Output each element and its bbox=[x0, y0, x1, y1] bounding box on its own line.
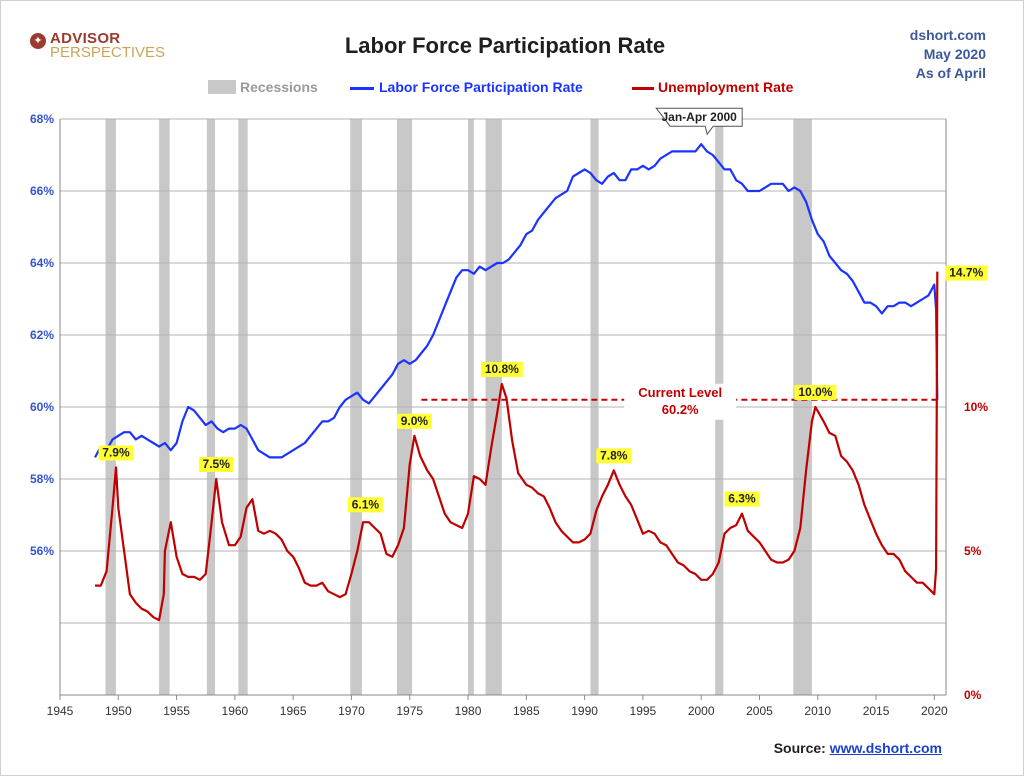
legend-recessions-label: Recessions bbox=[240, 79, 318, 95]
source-date: May 2020 bbox=[923, 46, 986, 62]
peak-callout-box bbox=[655, 107, 743, 136]
x-tick-label: 1965 bbox=[280, 704, 307, 718]
source-box: dshort.com May 2020 As of April bbox=[910, 26, 986, 83]
data-label-bg bbox=[348, 497, 383, 513]
x-tick-label: 1950 bbox=[105, 704, 132, 718]
x-tick-label: 2005 bbox=[746, 704, 773, 718]
x-tick-label: 1975 bbox=[396, 704, 423, 718]
x-tick-label: 2020 bbox=[921, 704, 948, 718]
x-tick-label: 2010 bbox=[804, 704, 831, 718]
data-label: 9.0% bbox=[401, 414, 429, 428]
right-tick-label: 5% bbox=[964, 544, 982, 558]
data-label-bg bbox=[794, 385, 837, 400]
x-tick-label: 1945 bbox=[47, 704, 74, 718]
footer-source: Source: www.dshort.com bbox=[774, 740, 942, 756]
lfpr-series-line bbox=[94, 143, 939, 459]
left-tick-label: 64% bbox=[30, 256, 54, 270]
compass-icon: ✦ bbox=[30, 33, 46, 49]
chart-title: Labor Force Participation Rate bbox=[344, 33, 666, 58]
data-label: 7.8% bbox=[600, 448, 628, 462]
legend-unemployment-swatch bbox=[632, 87, 654, 90]
legend-lfpr-label: Labor Force Participation Rate bbox=[379, 79, 583, 95]
x-tick-label: 1980 bbox=[455, 704, 482, 718]
legend-lfpr-swatch bbox=[350, 87, 374, 90]
footer-source-link[interactable]: www.dshort.com bbox=[829, 740, 942, 756]
data-label-bg bbox=[98, 445, 134, 461]
data-label: 6.1% bbox=[352, 497, 380, 511]
data-label-bg bbox=[945, 265, 988, 281]
legend-recession-swatch bbox=[208, 80, 236, 94]
x-tick-label: 2015 bbox=[863, 704, 890, 718]
data-label-bg bbox=[198, 457, 234, 472]
x-tick-label: 1955 bbox=[163, 704, 190, 718]
left-tick-label: 56% bbox=[30, 544, 54, 558]
data-label: 6.3% bbox=[728, 492, 756, 506]
data-label: 10.0% bbox=[798, 385, 832, 399]
current-level-label-bg bbox=[624, 383, 737, 420]
x-tick-label: 1985 bbox=[513, 704, 540, 718]
current-level-label: Current Level bbox=[638, 385, 722, 400]
left-tick-label: 58% bbox=[30, 472, 54, 486]
x-tick-label: 1960 bbox=[222, 704, 249, 718]
chart-legend: Recessions Labor Force Participation Rat… bbox=[0, 78, 1024, 98]
data-label: 14.7% bbox=[949, 266, 983, 280]
current-level-value: 60.2% bbox=[662, 402, 699, 417]
x-tick-label: 2000 bbox=[688, 704, 715, 718]
data-label: 7.5% bbox=[203, 457, 231, 471]
data-label-bg bbox=[397, 413, 432, 429]
data-label-bg bbox=[724, 491, 760, 507]
logo-text-top: ADVISOR bbox=[50, 30, 121, 47]
source-site: dshort.com bbox=[909, 27, 986, 43]
logo-text-bottom: PERSPECTIVES bbox=[50, 44, 166, 61]
data-label-bg bbox=[480, 361, 523, 377]
x-tick-label: 1990 bbox=[571, 704, 598, 718]
footer-source-label: Source: bbox=[773, 740, 826, 756]
peak-callout-label: Jan-Apr 2000 bbox=[661, 110, 737, 124]
left-tick-label: 68% bbox=[30, 112, 54, 126]
data-label: 10.8% bbox=[485, 362, 519, 376]
left-tick-label: 60% bbox=[30, 400, 54, 414]
x-tick-label: 1970 bbox=[338, 704, 365, 718]
unemployment-series-line bbox=[95, 271, 939, 622]
data-label: 7.9% bbox=[102, 445, 130, 459]
x-tick-label: 1995 bbox=[630, 704, 657, 718]
data-label-bg bbox=[596, 448, 632, 464]
left-tick-label: 62% bbox=[30, 328, 54, 342]
right-tick-label: 10% bbox=[964, 400, 988, 414]
left-tick-label: 66% bbox=[30, 184, 54, 198]
legend-unemployment-label: Unemployment Rate bbox=[658, 79, 794, 95]
source-asof: As of April bbox=[915, 65, 986, 81]
right-tick-label: 0% bbox=[964, 688, 982, 702]
